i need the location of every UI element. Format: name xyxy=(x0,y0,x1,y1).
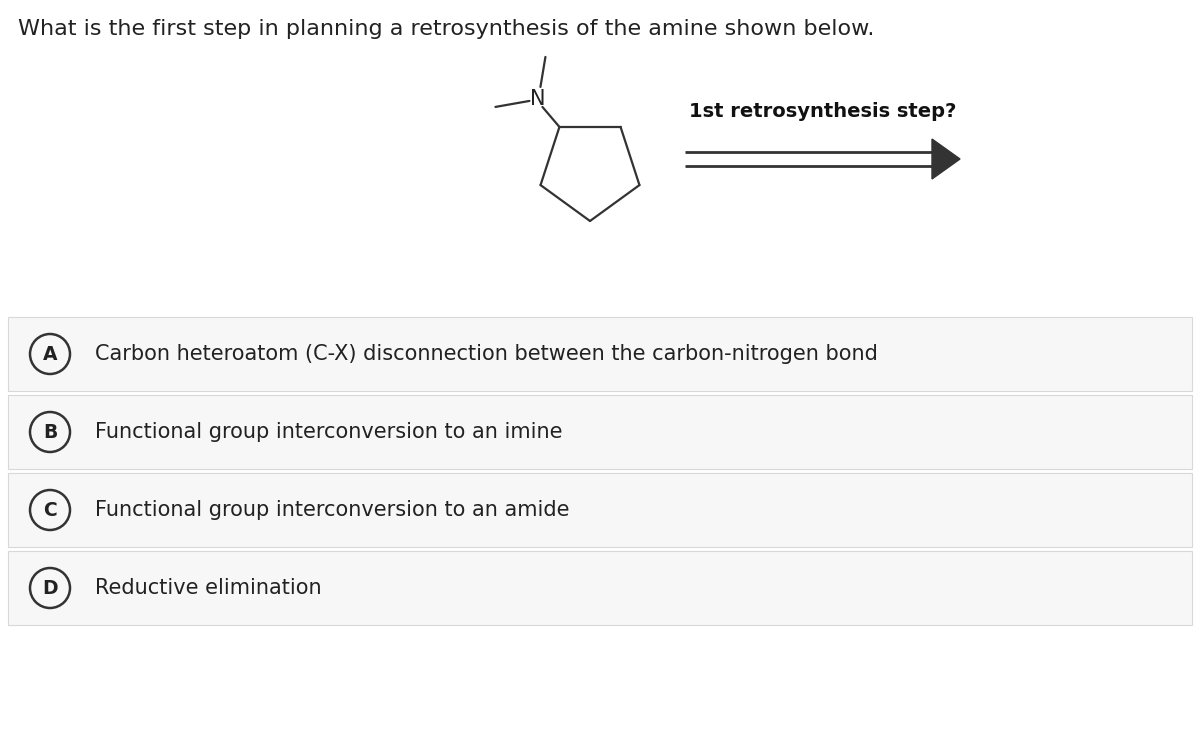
FancyBboxPatch shape xyxy=(8,473,1192,547)
Text: C: C xyxy=(43,500,56,520)
Text: D: D xyxy=(42,578,58,598)
FancyBboxPatch shape xyxy=(8,317,1192,391)
Text: A: A xyxy=(43,345,58,363)
Text: Functional group interconversion to an amide: Functional group interconversion to an a… xyxy=(95,500,570,520)
Text: Reductive elimination: Reductive elimination xyxy=(95,578,322,598)
FancyBboxPatch shape xyxy=(8,395,1192,469)
FancyBboxPatch shape xyxy=(8,551,1192,625)
Polygon shape xyxy=(932,139,960,179)
Text: Carbon heteroatom (C-X) disconnection between the carbon-nitrogen bond: Carbon heteroatom (C-X) disconnection be… xyxy=(95,344,878,364)
Text: Functional group interconversion to an imine: Functional group interconversion to an i… xyxy=(95,422,563,442)
Text: B: B xyxy=(43,422,58,441)
Text: 1st retrosynthesis step?: 1st retrosynthesis step? xyxy=(689,102,956,121)
Text: N: N xyxy=(529,89,545,109)
Text: What is the first step in planning a retrosynthesis of the amine shown below.: What is the first step in planning a ret… xyxy=(18,19,875,39)
